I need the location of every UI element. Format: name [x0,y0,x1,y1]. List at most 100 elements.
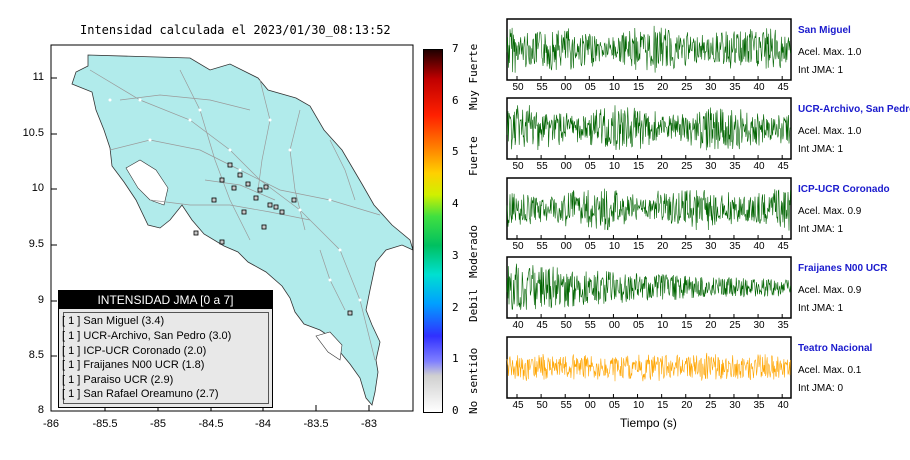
map-x-tick: -86 [43,418,59,430]
time-tick: 40 [777,400,789,411]
waveform-line [506,352,791,382]
colorbar-tick: 1 [452,352,459,366]
station-acel-max: Acel. Max. 0.1 [798,365,862,376]
time-tick: 40 [753,161,765,172]
time-tick: 40 [512,320,524,331]
map-y-tick: 8 [37,404,44,416]
waveform-line [506,263,791,310]
time-tick: 50 [560,320,572,331]
time-tick: 55 [536,82,548,93]
city-dots [108,98,362,302]
time-tick: 55 [536,161,548,172]
station-name: Fraijanes N00 UCR [798,263,888,274]
seismogram-trace [506,336,792,399]
map-x-tick: -85.5 [92,418,118,430]
station-acel-max: Acel. Max. 0.9 [798,285,862,296]
station-int-jma: Int JMA: 0 [798,383,844,394]
station-markers [193,162,353,316]
colorbar-tick: 6 [452,93,459,107]
legend-inner-frame [63,312,269,404]
colorbar-label-muy-fuerte: Muy Fuerte [467,43,480,110]
time-tick: 05 [584,161,596,172]
map-y-tick: 10.5 [22,127,44,139]
time-tick: 10 [608,161,620,172]
costa-rica-land [71,54,414,406]
colorbar-tick: 3 [452,248,459,262]
station-name: Teatro Nacional [798,343,873,354]
seismogram-trace [506,256,792,319]
waveform-line [506,105,791,151]
time-tick: 55 [584,320,596,331]
time-tick: 35 [777,320,789,331]
map-y-tick: 9.5 [28,238,44,250]
time-tick: 00 [560,82,572,93]
time-tick: 10 [657,320,669,331]
time-tick: 50 [512,161,524,172]
time-tick: 15 [632,241,645,252]
intensity-colorbar [423,49,443,413]
colorbar-label-debil: Debil [467,288,480,322]
map-title: Intensidad calculada el 2023/01/30_08:13… [80,23,391,37]
seismogram-trace [506,18,792,81]
time-tick: 15 [632,161,645,172]
time-tick: 20 [681,400,693,411]
map-y-tick: 10 [31,182,44,194]
legend-entry: [ 1 ] Fraijanes N00 UCR (1.8) [62,359,205,371]
legend-entry: [ 1 ] San Miguel (3.4) [62,315,165,327]
time-tick: 30 [705,241,717,252]
time-tick: 30 [705,161,717,172]
map-axis-ticks [50,77,370,412]
station-acel-max: Acel. Max. 0.9 [798,206,862,217]
colorbar-tick: 5 [452,145,459,159]
time-tick: 10 [608,82,620,93]
time-tick: 25 [681,161,693,172]
map-y-tick: 11 [32,71,44,83]
time-tick: 25 [705,400,717,411]
time-tick: 20 [657,241,669,252]
time-tick: 45 [777,82,789,93]
map-x-tick: -83 [361,418,377,430]
intensity-legend: INTENSIDAD JMA [0 a 7] [ 1 ] San Miguel … [58,290,273,408]
colorbar-label-fuerte: Fuerte [467,136,480,176]
legend-entry: [ 1 ] UCR-Archivo, San Pedro (3.0) [62,330,232,342]
time-tick: 35 [729,82,741,93]
time-tick: 30 [729,400,741,411]
time-tick: 05 [584,241,596,252]
map-x-tick: -83.5 [303,418,329,430]
colorbar-label-no-sentido: No sentido [467,347,480,414]
map-x-tick: -84 [255,418,271,430]
time-tick: 45 [777,161,789,172]
time-tick: 45 [777,241,789,252]
time-tick: 10 [632,400,645,411]
map-y-tick: 9 [37,294,44,306]
station-acel-max: Acel. Max. 1.0 [798,47,862,58]
time-tick: 15 [681,320,693,331]
map-x-tick: -84.5 [198,418,224,430]
station-acel-max: Acel. Max. 1.0 [798,126,862,137]
time-tick: 20 [657,82,669,93]
time-tick: 25 [681,241,693,252]
waveform-line [506,188,791,231]
time-tick: 10 [608,241,620,252]
time-tick: 15 [657,400,669,411]
colorbar-label-moderado: Moderado [467,225,480,278]
waveform-line [506,25,791,73]
seismogram-trace [506,97,792,160]
time-tick: 25 [681,82,693,93]
colorbar-tick: 4 [452,197,459,211]
time-tick: 30 [753,320,765,331]
map-x-tick: -85 [150,418,166,430]
colorbar-tick: 7 [452,42,459,55]
station-int-jma: Int JMA: 1 [798,65,844,76]
colorbar-tick: 2 [452,300,459,314]
time-tick: 50 [512,241,524,252]
time-tick: 20 [705,320,717,331]
time-tick: 35 [729,241,741,252]
time-tick: 55 [536,241,548,252]
time-tick: 00 [560,161,572,172]
time-tick: 20 [657,161,669,172]
legend-entry: [ 1 ] ICP-UCR Coronado (2.0) [62,345,207,357]
time-tick: 45 [536,320,548,331]
station-int-jma: Int JMA: 1 [798,144,844,155]
time-tick: 05 [608,400,620,411]
